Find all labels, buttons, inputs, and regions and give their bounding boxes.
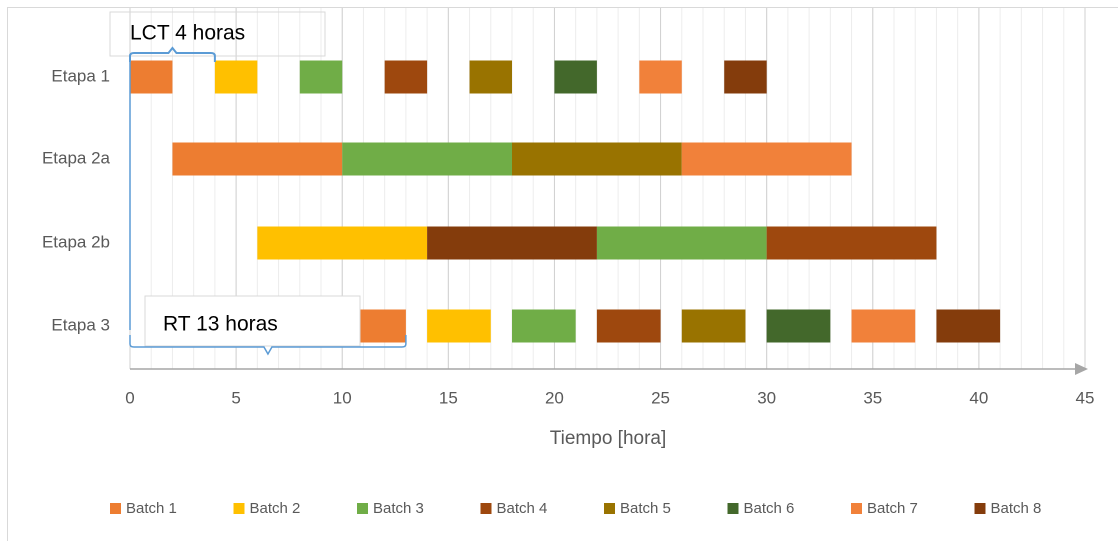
chart-border <box>7 7 1118 541</box>
x-tick-label: 35 <box>863 388 882 407</box>
bar <box>342 142 512 176</box>
annotation-text: RT 13 horas <box>163 313 278 336</box>
legend-label: Batch 8 <box>991 500 1042 517</box>
legend-label: Batch 6 <box>744 500 795 517</box>
bar <box>469 60 512 94</box>
legend-swatch <box>357 503 368 514</box>
y-tick-label: Etapa 2a <box>42 148 111 167</box>
bar <box>724 60 767 94</box>
annotation-box <box>144 295 361 347</box>
x-tick-label: 40 <box>969 388 988 407</box>
y-tick-label: Etapa 2b <box>42 232 110 251</box>
legend-swatch <box>851 503 862 514</box>
bar <box>596 226 767 260</box>
x-tick-label: 5 <box>231 388 240 407</box>
bar <box>681 309 746 343</box>
annotation: LCT 4 horas <box>109 11 326 330</box>
bar <box>766 226 937 260</box>
legend-label: Batch 7 <box>867 500 918 517</box>
bracket <box>129 46 216 62</box>
legend-swatch <box>727 503 739 514</box>
legend-swatch <box>974 503 986 514</box>
bar <box>851 309 916 343</box>
legend-swatch <box>480 503 492 514</box>
bar <box>257 226 428 260</box>
bar <box>130 60 173 94</box>
bar <box>681 142 852 176</box>
annotation-text: LCT 4 horas <box>130 22 245 45</box>
x-tick-label: 30 <box>757 388 776 407</box>
bar <box>596 309 661 343</box>
bar <box>172 142 343 176</box>
x-tick-label: 20 <box>545 388 564 407</box>
bar <box>427 309 491 343</box>
bar <box>427 226 597 260</box>
bar <box>512 309 576 343</box>
legend-swatch <box>604 503 615 514</box>
bar <box>766 309 831 343</box>
bracket <box>129 335 407 356</box>
bar <box>214 60 258 94</box>
x-axis-title: Tiempo [hora] <box>550 428 667 449</box>
legend-label: Batch 1 <box>126 500 177 517</box>
x-tick-label: 45 <box>1076 388 1095 407</box>
y-tick-label: Etapa 1 <box>51 66 110 85</box>
bar <box>554 60 597 94</box>
annotation-box <box>109 11 326 57</box>
x-tick-label: 15 <box>439 388 458 407</box>
legend-label: Batch 4 <box>497 500 548 517</box>
bar <box>299 60 343 94</box>
bar <box>936 309 1001 343</box>
legend-swatch <box>110 503 121 514</box>
x-tick-label: 0 <box>125 388 134 407</box>
axis-arrow <box>1075 363 1088 375</box>
annotation: RT 13 horas <box>129 295 407 356</box>
bar <box>384 60 428 94</box>
x-tick-label: 10 <box>333 388 352 407</box>
legend-swatch <box>233 503 245 514</box>
legend-label: Batch 3 <box>373 500 424 517</box>
y-tick-label: Etapa 3 <box>51 315 110 334</box>
bar <box>639 60 682 94</box>
legend-label: Batch 5 <box>620 500 671 517</box>
x-tick-label: 25 <box>651 388 670 407</box>
bar <box>512 142 682 176</box>
legend-label: Batch 2 <box>250 500 301 517</box>
